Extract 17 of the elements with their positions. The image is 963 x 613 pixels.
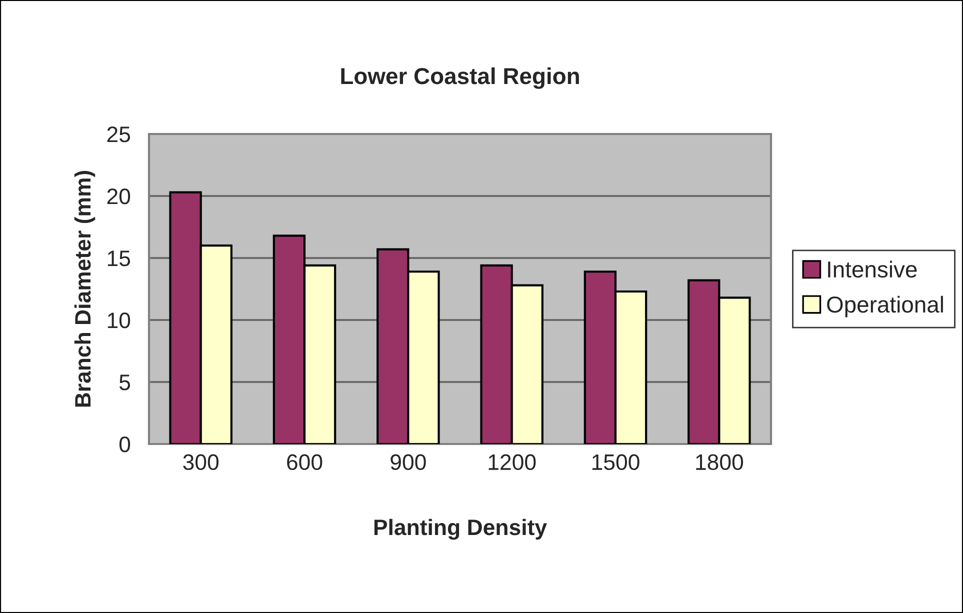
x-tick-label: 900 (390, 454, 426, 470)
y-tick-label: 0 (119, 436, 130, 452)
x-tick-label: 1200 (488, 454, 536, 470)
y-tick-label: 20 (107, 188, 130, 204)
y-tick-label: 5 (119, 374, 130, 390)
x-tick-label: 600 (287, 454, 322, 470)
legend-label: Operational (827, 296, 943, 318)
x-tick-label: 1500 (592, 454, 640, 470)
x-tick-label: 1800 (696, 454, 744, 470)
y-tick-label: 10 (108, 312, 130, 328)
chart-title: Lower Coastal Region (341, 67, 579, 89)
x-tick-label: 300 (183, 454, 219, 470)
x-axis-title: Planting Density (374, 518, 547, 540)
y-axis-title: Branch Diameter (mm) (74, 170, 96, 407)
y-tick-label: 25 (107, 126, 130, 142)
y-tick-label: 15 (108, 250, 130, 266)
legend-label: Intensive (828, 260, 917, 278)
